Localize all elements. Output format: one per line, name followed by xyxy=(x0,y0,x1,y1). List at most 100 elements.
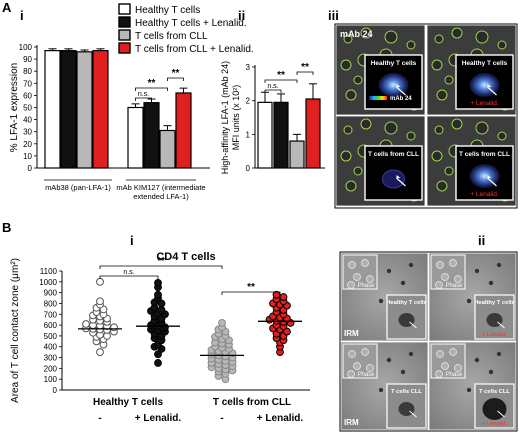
y-tick-label: 0 xyxy=(246,164,251,173)
y-tick-label: 40 xyxy=(23,116,32,125)
irm-inset-caption: Healthy T cells xyxy=(386,300,427,306)
irm-spot xyxy=(488,280,494,286)
phase-cell xyxy=(441,362,449,370)
y-tick-label: 0 xyxy=(53,386,58,395)
data-point xyxy=(110,323,118,332)
irm-lenalid-label: + Lenalid. xyxy=(482,421,508,427)
y-tick-label: 3 xyxy=(246,63,251,72)
data-point xyxy=(218,319,226,327)
y-tick-label: 10 xyxy=(23,152,32,161)
data-point xyxy=(96,277,104,286)
cell-ring xyxy=(451,118,463,130)
legend: Healthy T cells Healthy T cells + Lenalid… xyxy=(118,3,254,55)
y-axis-title: Area of T cell contact zone (μm²) xyxy=(10,258,21,403)
phase-cell xyxy=(436,350,444,358)
phase-cell xyxy=(441,273,449,281)
y-tick-label: 300 xyxy=(44,354,58,363)
y-tick-label: 400 xyxy=(44,343,58,352)
data-point xyxy=(272,290,281,299)
bar xyxy=(76,51,93,169)
micrograph-panel-a: Healthy T cells mAb 24 Healthy T cells + Le… xyxy=(334,23,518,209)
legend-label-3: T cells from CLL xyxy=(135,31,208,42)
arrow-head xyxy=(487,175,492,178)
inset-lenalid-label: + Lenalid. xyxy=(470,100,499,107)
sig-b-label: ** xyxy=(172,68,180,79)
phase-cell xyxy=(353,273,361,281)
micrograph-tag: mAb 24 xyxy=(340,29,373,39)
phase-cell xyxy=(347,281,355,289)
irm-spot xyxy=(474,268,480,274)
label-bi: i xyxy=(130,233,134,248)
chart-lfa1-expression: 0 10 20 30 40 50 60 70 80 90 100 % LFA-1 expression… xyxy=(9,43,210,201)
irm-spot xyxy=(496,351,502,357)
y-tick-label: 60 xyxy=(23,91,32,100)
phase-label: Phase xyxy=(445,283,463,289)
sig-ns-label: n.s. xyxy=(123,269,134,276)
arrow-head xyxy=(487,84,492,87)
phase-label: Phase xyxy=(357,372,375,378)
cell-ring xyxy=(343,34,353,44)
legend-label-4: T cells from CLL + Lenalid. xyxy=(135,44,254,55)
inset-caption: T cells from CLL xyxy=(368,151,419,158)
sig-ns-line xyxy=(99,275,159,279)
arrow xyxy=(396,86,406,96)
bar xyxy=(127,106,144,169)
y-tick-label: 20 xyxy=(23,140,32,149)
irm-inset-caption: T cells CLL xyxy=(479,389,510,395)
data-point xyxy=(82,320,90,328)
cell-ring xyxy=(353,75,363,85)
cell-ring xyxy=(343,125,353,135)
y-tick-label: 1 xyxy=(246,130,251,139)
y-tick-label: 700 xyxy=(44,310,58,319)
cell-ring xyxy=(436,180,448,192)
irm-spot xyxy=(408,262,414,268)
y-tick-label: 200 xyxy=(44,364,58,373)
sig-ns-label: n.s. xyxy=(267,83,278,90)
y-tick-label: 100 xyxy=(19,43,33,52)
data-point xyxy=(154,279,162,287)
phase-cell xyxy=(348,350,356,358)
sig-a-label: ** xyxy=(277,70,285,81)
y-tick-label: 500 xyxy=(44,332,58,341)
irm-spot xyxy=(400,369,406,375)
data-point xyxy=(157,299,166,308)
y-tick-label: 2 xyxy=(246,97,251,106)
sig-b-label: ** xyxy=(301,62,309,73)
irm-spot xyxy=(466,298,472,304)
irm-spot xyxy=(488,369,494,375)
phase-cell xyxy=(361,259,369,267)
arrow xyxy=(487,86,497,96)
y-axis-title: High-affinity LFA-1 (mAb 24) xyxy=(220,61,230,174)
sig-a-line xyxy=(264,79,298,83)
phase-cell xyxy=(361,348,369,356)
y-tick-label: 90 xyxy=(23,55,32,64)
sig-a-label: ** xyxy=(157,256,165,267)
phase-label: Phase xyxy=(357,283,375,289)
inset-caption: Healthy T cells xyxy=(371,60,417,67)
irm-spot xyxy=(474,357,480,363)
sig-ns-line xyxy=(135,97,152,101)
cell-ring xyxy=(475,121,489,135)
sig-b-line xyxy=(167,77,184,81)
irm-label: IRM xyxy=(344,329,359,338)
micrograph-panel-b: Phase Healthy T cells IRM Phase Healthy T ce… xyxy=(339,251,518,432)
irm-spot xyxy=(378,387,384,393)
phase-cell xyxy=(454,275,462,283)
data-point xyxy=(96,348,104,357)
irm-spot xyxy=(386,357,392,363)
y-axis-title: % LFA-1 expression xyxy=(9,63,20,153)
y-tick-label: 0 xyxy=(28,164,33,173)
data-point xyxy=(96,297,104,306)
arrow xyxy=(497,321,505,329)
irm-spot xyxy=(400,280,406,286)
irm-contact-zone xyxy=(398,313,415,327)
y-tick-label: 600 xyxy=(44,321,58,330)
irm-contact-zone xyxy=(486,313,503,327)
cell-ring xyxy=(406,131,416,141)
irm-lenalid-label: + Lenalid. xyxy=(482,332,508,338)
data-point xyxy=(154,350,162,359)
data-point xyxy=(154,359,162,367)
bar xyxy=(257,101,273,169)
inset-lenalid-label: + Lenalid. xyxy=(470,191,499,198)
y-tick-label: 70 xyxy=(23,79,32,88)
